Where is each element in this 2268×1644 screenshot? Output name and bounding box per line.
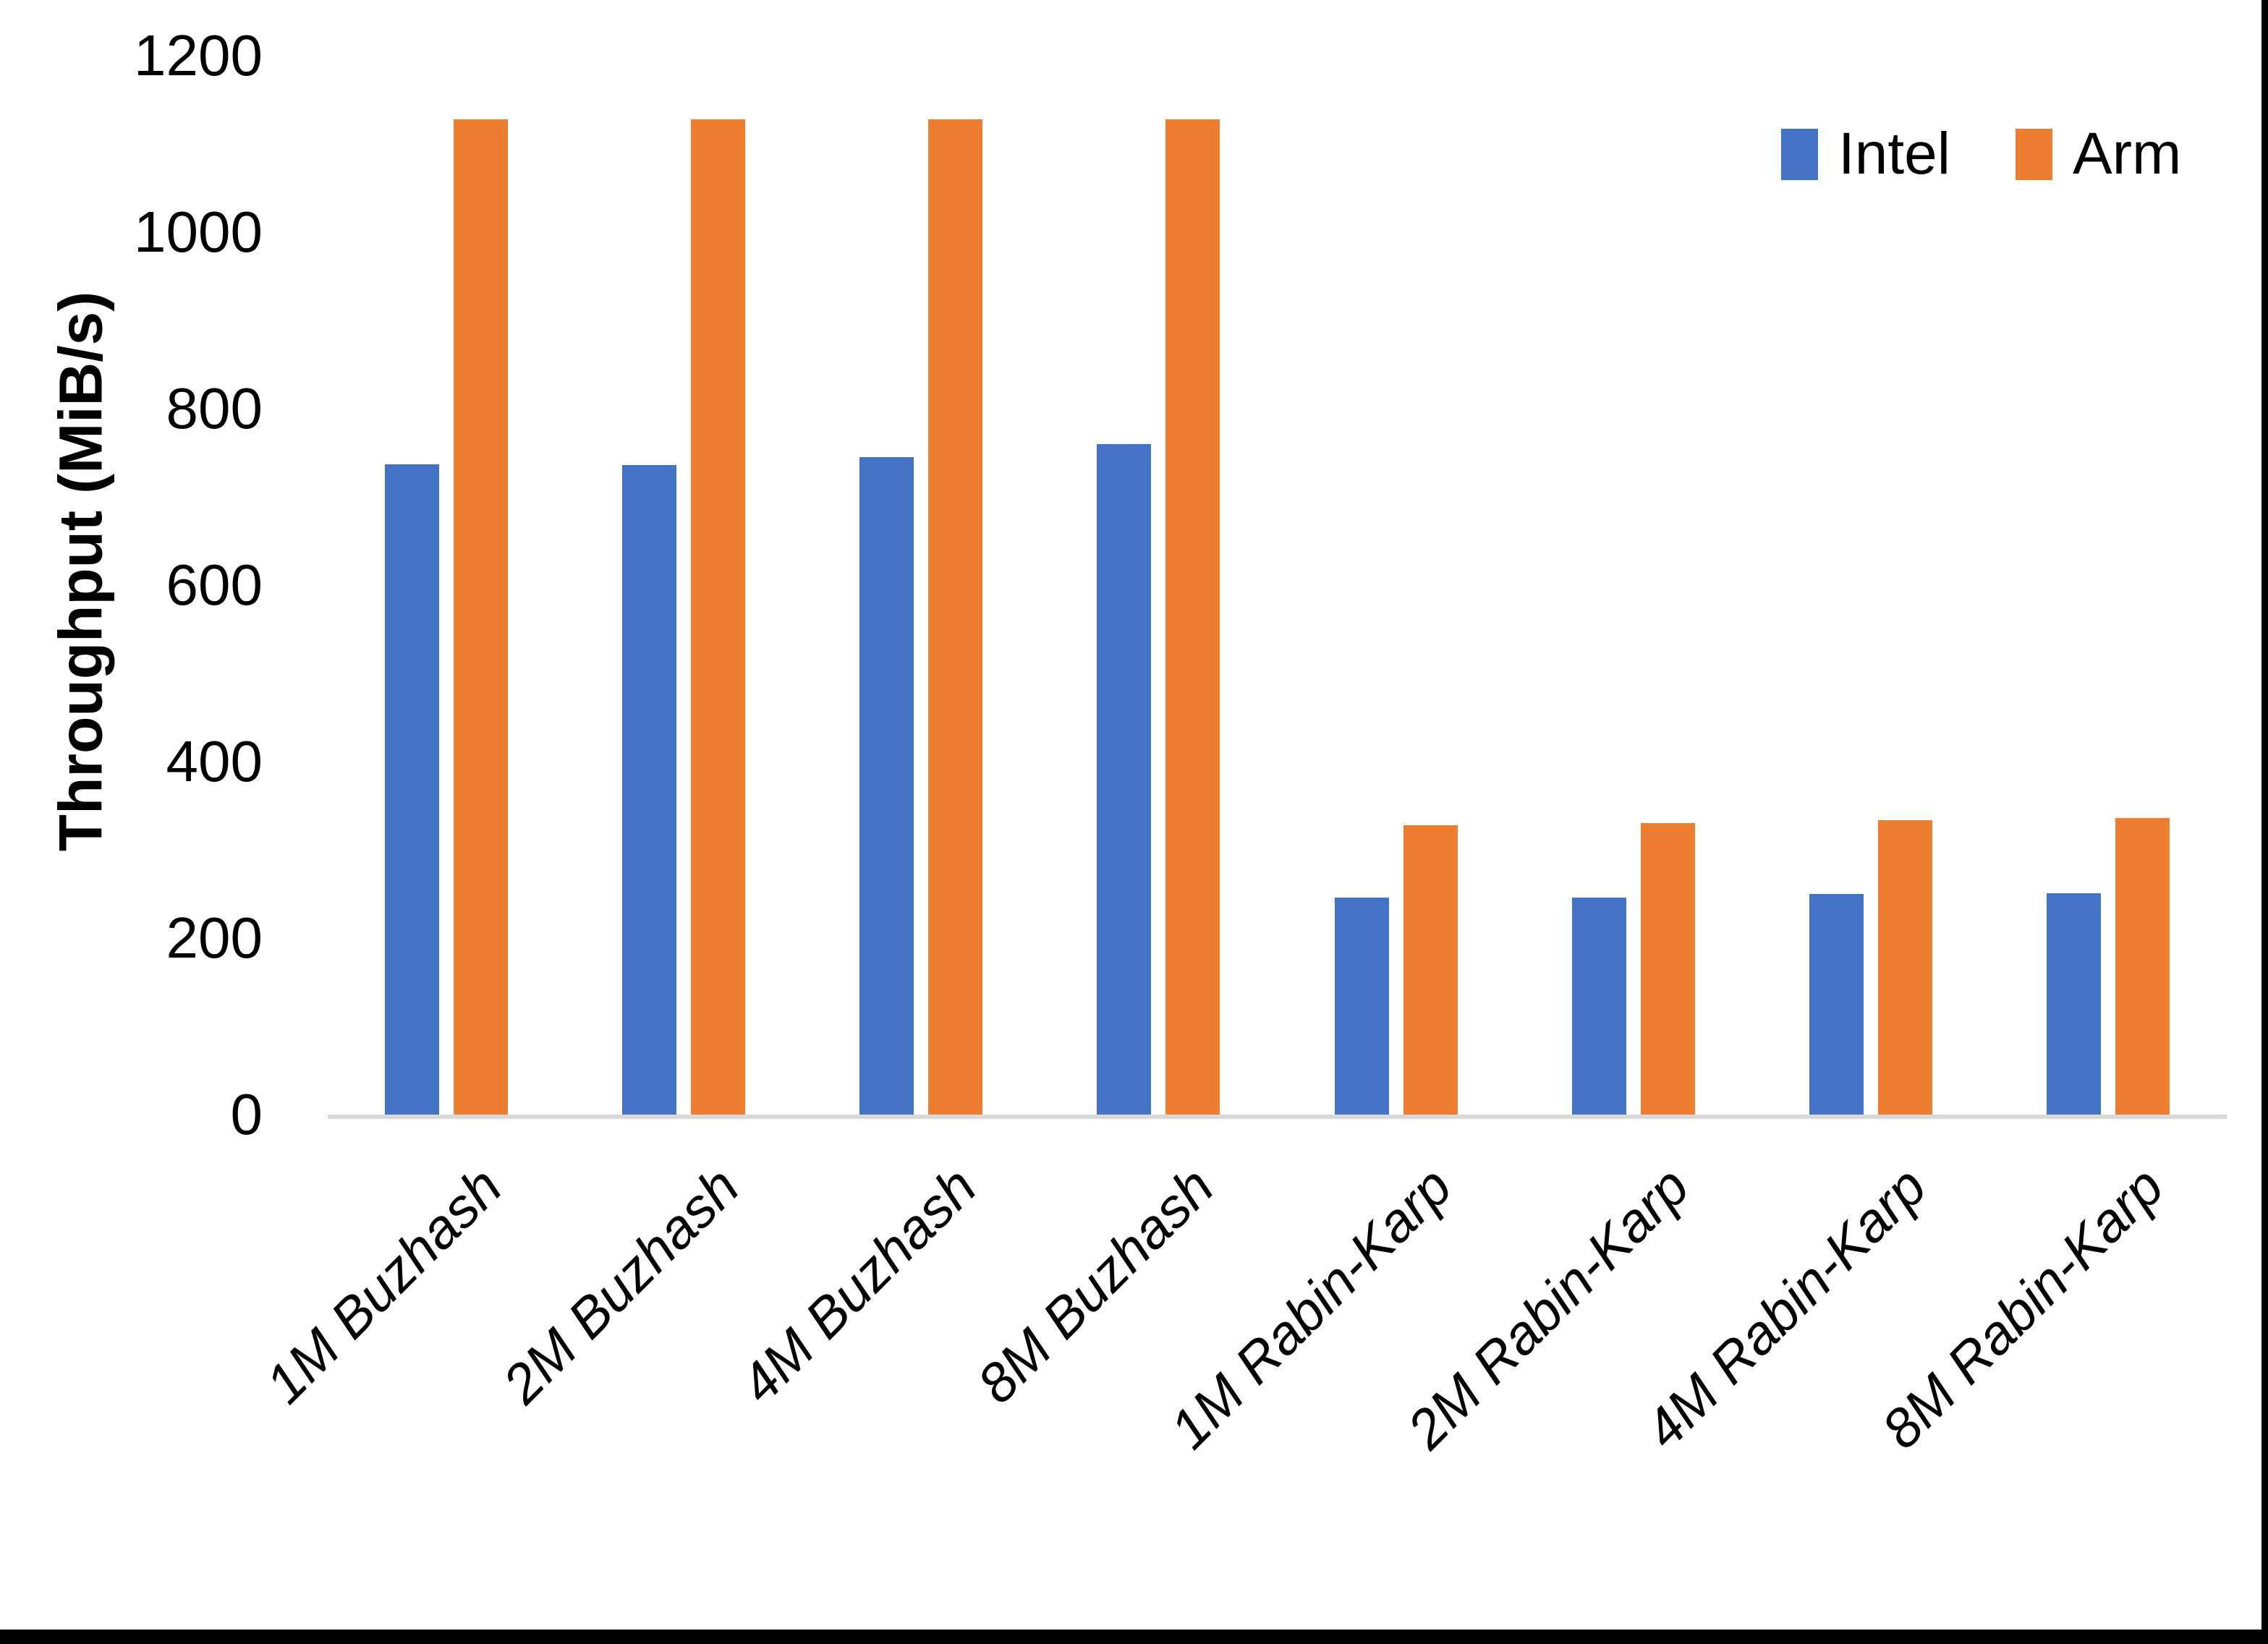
category-group-1m-rabin-karp (1278, 56, 1515, 1115)
bar-intel-2m-buzhash (622, 465, 677, 1115)
legend-item-intel: Intel (1781, 124, 1950, 184)
page-border-right (2261, 0, 2268, 1644)
y-tick-label-1200: 1200 (134, 23, 263, 88)
bar-arm-1m-rabin-karp (1403, 825, 1458, 1115)
category-group-4m-rabin-karp (1752, 56, 1989, 1115)
y-axis-tick-labels: 1200 1000 800 600 400 200 0 (0, 0, 263, 1230)
legend-swatch-arm (2016, 128, 2052, 180)
page-border-bottom (0, 1630, 2268, 1644)
legend-label-intel: Intel (1838, 121, 1950, 187)
bar-intel-1m-rabin-karp (1334, 897, 1389, 1115)
category-group-2m-rabin-karp (1515, 56, 1752, 1115)
bar-arm-2m-buzhash (691, 119, 746, 1115)
bar-arm-1m-buzhash (454, 119, 509, 1115)
bar-intel-1m-buzhash (385, 464, 440, 1115)
category-label-1m-buzhash: 1M Buzhash (254, 1155, 514, 1415)
bar-arm-4m-rabin-karp (1877, 819, 1932, 1115)
category-group-2m-buzhash (565, 56, 802, 1115)
category-label-8m-buzhash: 8M Buzhash (966, 1155, 1226, 1415)
bar-intel-4m-rabin-karp (1809, 894, 1864, 1115)
bar-intel-8m-rabin-karp (2046, 893, 2101, 1115)
y-tick-label-600: 600 (166, 553, 263, 617)
y-tick-label-200: 200 (166, 906, 263, 970)
category-label-2m-buzhash: 2M Buzhash (491, 1155, 752, 1415)
plot-area (328, 56, 2227, 1115)
category-group-8m-rabin-karp (1989, 56, 2227, 1115)
bar-arm-2m-rabin-karp (1640, 823, 1695, 1115)
bar-intel-8m-buzhash (1097, 443, 1152, 1115)
x-axis-line (328, 1115, 2227, 1119)
category-group-1m-buzhash (328, 56, 565, 1115)
bar-arm-8m-rabin-karp (2115, 818, 2170, 1115)
legend-label-arm: Arm (2073, 121, 2182, 187)
y-tick-label-0: 0 (230, 1082, 263, 1146)
y-tick-label-800: 800 (166, 376, 263, 440)
legend: Intel Arm (1781, 124, 2181, 184)
y-tick-label-1000: 1000 (134, 200, 263, 264)
legend-item-arm: Arm (2016, 124, 2181, 184)
category-group-4m-buzhash (802, 56, 1040, 1115)
category-group-8m-buzhash (1040, 56, 1277, 1115)
legend-swatch-intel (1781, 128, 1818, 180)
bar-intel-4m-buzhash (859, 457, 914, 1115)
category-label-4m-buzhash: 4M Buzhash (729, 1155, 989, 1415)
bar-intel-2m-rabin-karp (1571, 897, 1626, 1115)
bar-arm-4m-buzhash (928, 119, 983, 1115)
bar-arm-8m-buzhash (1165, 119, 1220, 1115)
y-tick-label-400: 400 (166, 729, 263, 793)
